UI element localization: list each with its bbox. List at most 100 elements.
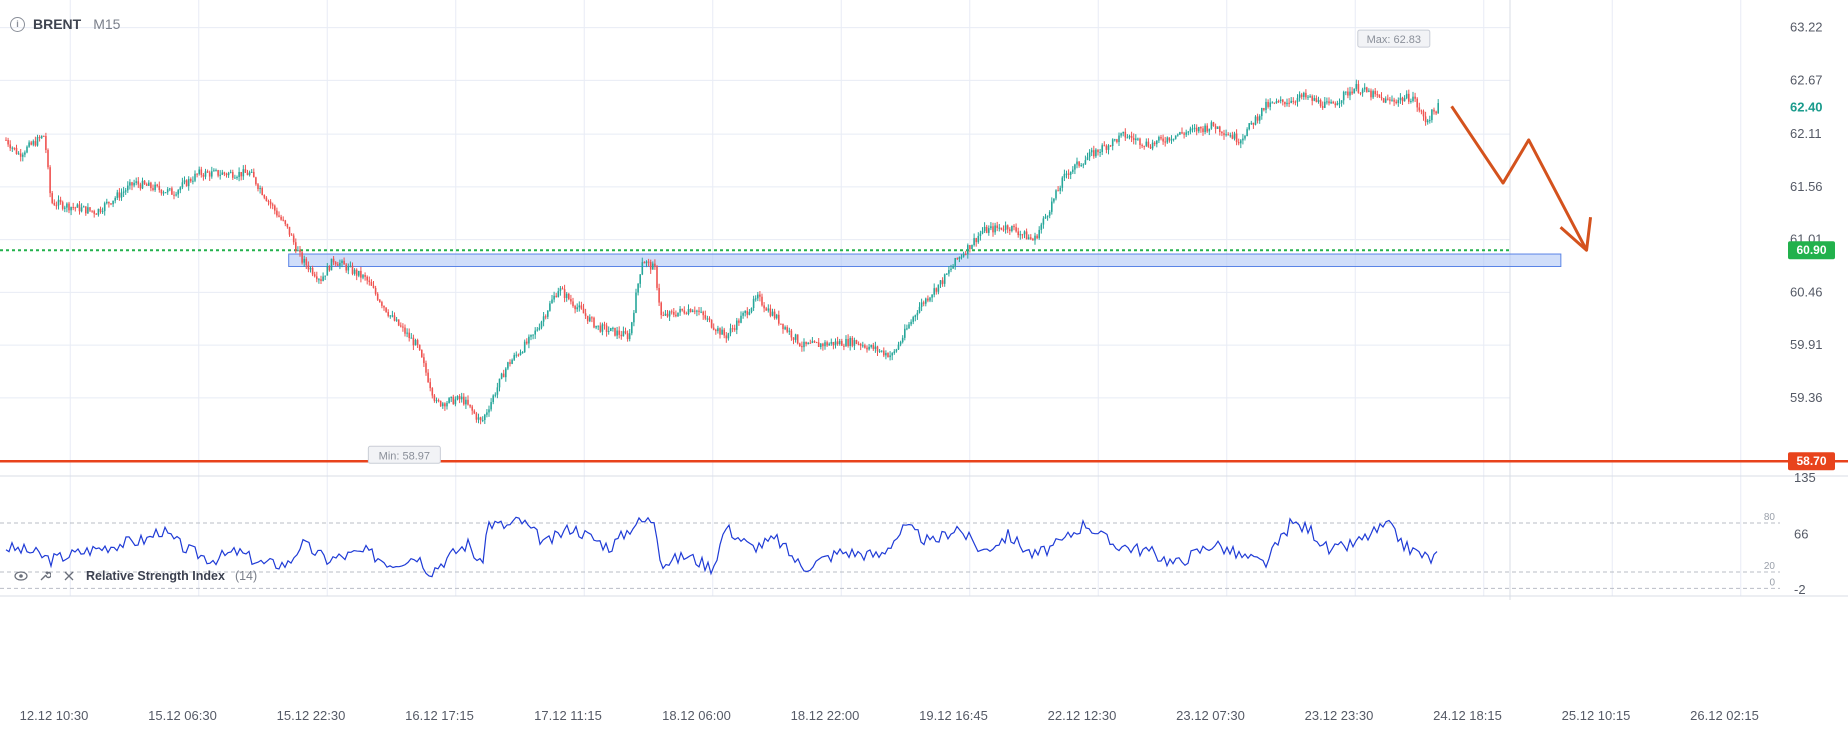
info-icon[interactable]: i — [10, 16, 25, 32]
candle-down — [332, 258, 335, 263]
candle-up — [862, 345, 864, 347]
candle-down — [244, 169, 247, 173]
candle-down — [656, 266, 658, 288]
candle-down — [108, 201, 110, 204]
candle-down — [817, 342, 820, 348]
candle-up — [912, 317, 914, 322]
candle-up — [830, 341, 833, 344]
candle-up — [442, 403, 444, 407]
candle-down — [922, 302, 925, 304]
candle-up — [652, 263, 654, 270]
candle-up — [1279, 99, 1282, 102]
price-tick-label: 60.46 — [1790, 284, 1823, 299]
forecast-arrow-group — [1450, 105, 1593, 252]
candle-up — [122, 191, 125, 193]
candle-up — [979, 233, 982, 236]
candle-down — [605, 325, 608, 332]
candle-up — [341, 260, 343, 263]
candle-up — [169, 188, 171, 190]
candle-up — [988, 228, 990, 233]
candle-down — [778, 314, 780, 324]
time-tick-label: 15.12 06:30 — [148, 708, 217, 723]
candle-down — [290, 234, 293, 236]
candle-down — [580, 305, 583, 309]
timeframe-label[interactable]: M15 — [93, 16, 121, 32]
candle-up — [1048, 211, 1051, 216]
candle-up — [1250, 122, 1253, 124]
close-icon[interactable] — [60, 567, 78, 585]
candle-down — [152, 188, 154, 190]
candle-up — [1248, 123, 1250, 130]
candle-down — [1252, 122, 1255, 125]
candle-up — [635, 292, 637, 313]
candle-up — [528, 336, 530, 344]
candle-down — [240, 171, 242, 177]
candle-down — [509, 362, 511, 364]
max-label: Max: 62.83 — [1367, 34, 1421, 46]
candle-down — [370, 282, 373, 286]
time-tick-label: 24.12 18:15 — [1433, 708, 1502, 723]
candle-up — [362, 275, 364, 278]
candle-down — [1263, 107, 1265, 110]
candle-down — [397, 319, 400, 326]
candle-down — [792, 337, 795, 340]
candle-down — [1321, 106, 1324, 108]
candle-up — [990, 226, 992, 229]
candle-down — [746, 310, 749, 315]
candle-down — [385, 307, 387, 313]
candle-up — [330, 258, 333, 271]
candle-up — [549, 303, 551, 311]
candle-up — [788, 330, 791, 332]
candle-down — [822, 343, 824, 347]
candle-down — [99, 208, 102, 212]
candle-down — [1147, 141, 1150, 147]
candle-up — [1309, 96, 1311, 98]
eye-icon[interactable] — [12, 567, 30, 585]
candle-up — [1269, 102, 1271, 107]
candle-up — [1336, 103, 1339, 106]
candle-down — [1116, 139, 1118, 143]
candle-down — [1202, 128, 1204, 133]
candle-down — [376, 293, 379, 300]
candle-down — [364, 275, 366, 277]
candle-up — [162, 192, 165, 194]
candle-up — [194, 173, 196, 181]
candle-down — [719, 328, 721, 335]
min-label: Min: 58.97 — [379, 450, 430, 462]
candle-up — [1391, 99, 1393, 101]
candle-up — [36, 137, 39, 146]
candle-up — [1170, 139, 1173, 141]
candle-down — [975, 238, 977, 243]
candle-down — [1124, 131, 1127, 138]
candle-down — [723, 329, 725, 336]
candle-down — [139, 184, 142, 189]
candle-up — [565, 293, 568, 299]
candle-down — [217, 170, 219, 176]
candle-down — [320, 279, 322, 281]
candle-up — [1114, 139, 1116, 141]
candle-up — [771, 311, 774, 316]
candle-down — [372, 285, 375, 288]
candle-up — [347, 266, 350, 271]
candle-up — [234, 177, 236, 179]
chart-header: i BRENT M15 — [10, 14, 120, 34]
candle-down — [257, 184, 259, 190]
candle-up — [1042, 218, 1045, 225]
wrench-icon[interactable] — [36, 567, 54, 585]
candle-down — [253, 171, 255, 178]
candle-up — [1038, 229, 1040, 239]
candle-up — [929, 297, 931, 301]
candle-down — [572, 301, 574, 307]
candle-down — [1282, 99, 1284, 102]
time-tick-label: 15.12 22:30 — [277, 708, 346, 723]
candle-down — [681, 308, 683, 311]
candle-up — [236, 177, 238, 179]
candle-up — [519, 352, 522, 355]
forecast-arrow — [1450, 105, 1588, 251]
candle-down — [1021, 234, 1024, 236]
candle-down — [15, 147, 18, 154]
candle-down — [173, 194, 175, 196]
candle-up — [1410, 100, 1412, 102]
candle-down — [1057, 190, 1059, 192]
candle-up — [834, 341, 837, 346]
